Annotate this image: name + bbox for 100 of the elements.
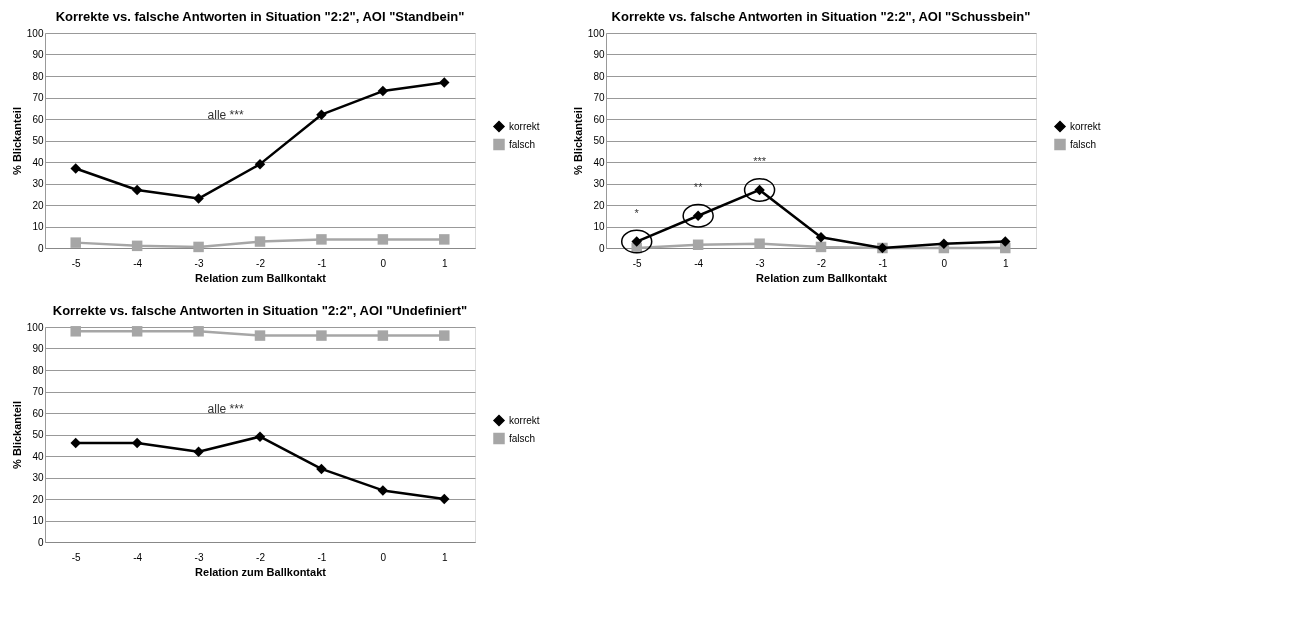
y-tick-label: 90 xyxy=(593,49,605,60)
point xyxy=(254,330,266,341)
y-tick-label: 40 xyxy=(32,156,44,168)
x-tick-label: 1 xyxy=(442,257,448,269)
x-tick-label: 0 xyxy=(941,257,948,269)
point xyxy=(316,463,327,475)
x-tick-label: 0 xyxy=(380,257,387,269)
y-tick-label: 60 xyxy=(32,113,44,125)
legend-label: falsch xyxy=(1070,138,1097,150)
y-tick-label: 0 xyxy=(37,242,44,254)
y-tick-label: 90 xyxy=(32,49,44,60)
point xyxy=(70,237,81,248)
point xyxy=(439,77,450,88)
y-tick-label: 10 xyxy=(32,221,44,232)
legend-label: korrekt xyxy=(509,120,540,132)
legend-label: falsch xyxy=(509,138,536,150)
chart-title: Korrekte vs. falsche Antworten in Situation "2:2", AOI "Schussbein" xyxy=(611,9,1031,24)
y-tick-label: 70 xyxy=(32,92,44,103)
point xyxy=(70,326,81,337)
x-tick-label: -3 xyxy=(194,551,204,563)
y-tick-label: 80 xyxy=(32,70,44,82)
annotation: *** xyxy=(753,154,767,167)
point xyxy=(193,193,204,204)
x-axis-title: Relation zum Ballkontakt xyxy=(195,271,327,284)
y-tick-label: 10 xyxy=(32,515,44,526)
y-tick-label: 100 xyxy=(26,27,44,39)
point xyxy=(754,238,765,249)
y-tick-label: 100 xyxy=(587,27,605,39)
y-axis-title: % Blickanteil xyxy=(10,401,23,469)
y-tick-label: 80 xyxy=(593,70,605,82)
point xyxy=(938,238,950,249)
annotation: alle *** xyxy=(207,401,244,416)
y-tick-label: 50 xyxy=(32,429,44,440)
point xyxy=(815,232,827,243)
y-tick-label: 20 xyxy=(593,199,605,211)
x-tick-label: -5 xyxy=(632,257,643,269)
point xyxy=(316,109,327,120)
x-tick-label: -4 xyxy=(133,257,143,269)
point xyxy=(1000,236,1011,247)
point xyxy=(377,330,389,341)
x-tick-label: 1 xyxy=(442,551,448,563)
y-tick-label: 50 xyxy=(32,135,44,146)
y-tick-label: 90 xyxy=(32,343,44,354)
x-tick-label: -2 xyxy=(817,257,827,269)
y-tick-label: 20 xyxy=(32,493,44,505)
y-tick-label: 70 xyxy=(32,386,44,397)
point xyxy=(439,234,450,245)
chart-title: Korrekte vs. falsche Antworten in Situation "2:2", AOI "Standbein" xyxy=(55,9,465,24)
x-tick-label: -1 xyxy=(317,551,327,563)
x-tick-label: -5 xyxy=(71,257,82,269)
point xyxy=(131,184,143,196)
point xyxy=(377,485,389,496)
point xyxy=(439,493,450,505)
y-tick-label: 50 xyxy=(593,135,605,146)
x-tick-label: 1 xyxy=(1003,257,1009,269)
legend-label: korrekt xyxy=(1070,120,1101,132)
x-tick-label: -1 xyxy=(317,257,327,269)
point xyxy=(692,239,704,251)
annotation: alle *** xyxy=(207,107,244,122)
y-tick-label: 40 xyxy=(593,156,605,168)
annotation: ** xyxy=(693,180,704,193)
x-tick-label: 0 xyxy=(380,551,387,563)
x-tick-label: -5 xyxy=(71,551,82,563)
y-axis-title: % Blickanteil xyxy=(571,107,584,175)
point xyxy=(70,437,81,449)
legend-label: korrekt xyxy=(509,414,540,426)
point xyxy=(254,431,266,442)
point xyxy=(193,241,204,253)
point xyxy=(254,236,266,247)
x-tick-label: -2 xyxy=(256,257,266,269)
point xyxy=(316,234,327,245)
y-tick-label: 10 xyxy=(593,221,605,232)
point xyxy=(193,326,204,337)
point xyxy=(254,158,266,170)
y-tick-label: 70 xyxy=(593,92,605,103)
y-tick-label: 0 xyxy=(598,242,605,254)
y-tick-label: 100 xyxy=(26,321,44,333)
x-tick-label: -3 xyxy=(194,257,204,269)
point xyxy=(193,446,204,457)
y-tick-label: 20 xyxy=(32,199,44,211)
x-tick-label: -4 xyxy=(133,551,143,563)
y-tick-label: 80 xyxy=(32,364,44,376)
y-tick-label: 40 xyxy=(32,450,44,462)
point xyxy=(439,330,450,341)
y-tick-label: 30 xyxy=(593,178,605,189)
y-tick-label: 60 xyxy=(593,113,605,125)
point xyxy=(377,85,389,97)
x-tick-label: -2 xyxy=(256,551,266,563)
point xyxy=(131,240,143,252)
point xyxy=(316,330,327,341)
point xyxy=(377,234,389,245)
legend-label: falsch xyxy=(509,432,536,444)
point xyxy=(131,326,143,337)
y-tick-label: 30 xyxy=(32,472,44,483)
x-axis-title: Relation zum Ballkontakt xyxy=(195,565,327,578)
x-tick-label: -1 xyxy=(878,257,888,269)
point xyxy=(815,241,827,253)
x-axis-title: Relation zum Ballkontakt xyxy=(756,271,888,284)
y-tick-label: 0 xyxy=(37,536,44,548)
chart-title: Korrekte vs. falsche Antworten in Situation "2:2", AOI "Undefiniert" xyxy=(52,303,468,318)
